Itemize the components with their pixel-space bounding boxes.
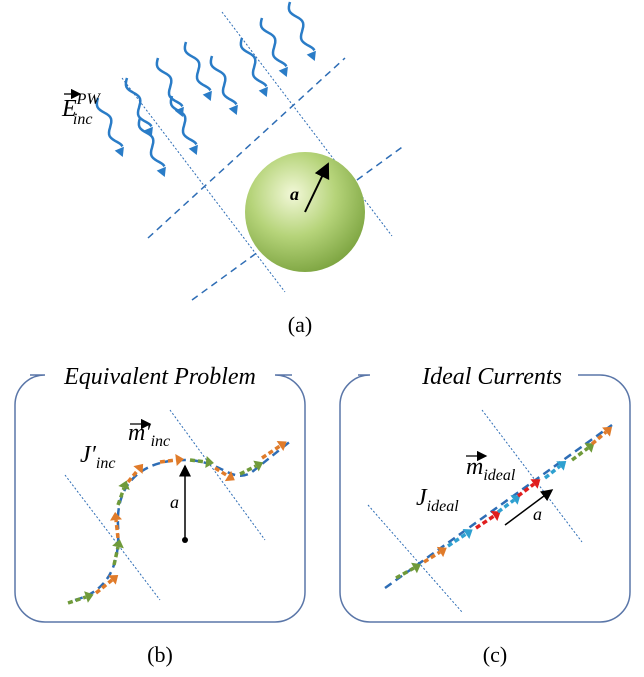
arrow-part — [110, 512, 122, 521]
radius-label: a — [533, 504, 542, 524]
arrow-part — [96, 580, 112, 593]
sub: ideal — [483, 467, 516, 484]
panel-frame — [15, 375, 305, 622]
sub: inc — [73, 111, 93, 128]
sub: ideal — [427, 498, 460, 515]
radius-label: a — [290, 184, 299, 204]
arrow-head — [189, 145, 198, 155]
arrow-part — [476, 516, 494, 528]
current-arrow — [518, 479, 540, 496]
wave-arrow — [289, 2, 315, 50]
current-arrow — [110, 512, 122, 538]
wave-arrow — [185, 42, 211, 90]
arrow-part — [175, 454, 184, 466]
wave-arrow — [157, 58, 183, 106]
symbol: J′ — [80, 442, 97, 468]
current-arrow — [448, 529, 473, 546]
caption: (a) — [288, 312, 312, 337]
panel-frame — [340, 375, 630, 622]
sub: inc — [96, 455, 116, 472]
arrow-head — [307, 51, 316, 61]
arrow-head — [259, 87, 268, 97]
arrow-part — [396, 568, 414, 578]
wave-arrow — [211, 56, 237, 104]
current-arrow — [592, 427, 612, 444]
current-arrow — [190, 456, 214, 468]
j-label: J′inc — [80, 442, 115, 472]
panel-title: Ideal Currents — [421, 364, 562, 390]
guide-line — [368, 505, 462, 612]
figure: a EPWinc (a) Equivalent Problem a J′inc … — [0, 0, 644, 672]
j-label: Jideal — [416, 485, 459, 515]
arrow-head — [279, 67, 288, 77]
radius-label: a — [170, 492, 179, 512]
arrow-part — [205, 456, 214, 468]
wave-arrow — [97, 98, 123, 146]
arrow-head — [157, 167, 166, 177]
arrow-part — [602, 427, 612, 437]
symbol: m — [466, 454, 483, 480]
panel-title: Equivalent Problem — [63, 364, 256, 390]
current-arrow — [215, 468, 235, 481]
m-label: mideal — [466, 454, 516, 484]
wave-arrow — [261, 18, 287, 66]
arrow-part — [572, 448, 588, 460]
current-arrow — [240, 461, 263, 474]
arrow-head — [203, 91, 212, 101]
sub: inc — [151, 433, 171, 450]
current-arrow — [160, 454, 184, 466]
current-arrow — [424, 547, 447, 562]
arrow-head — [229, 105, 238, 115]
caption: (b) — [147, 642, 173, 667]
wave-arrow — [241, 38, 267, 86]
current-arrow — [476, 511, 501, 528]
arrow-head — [115, 147, 124, 157]
caption: (c) — [483, 642, 507, 667]
wave-arrow — [171, 96, 197, 144]
current-arrow — [128, 464, 143, 482]
arrow-part — [68, 597, 86, 603]
